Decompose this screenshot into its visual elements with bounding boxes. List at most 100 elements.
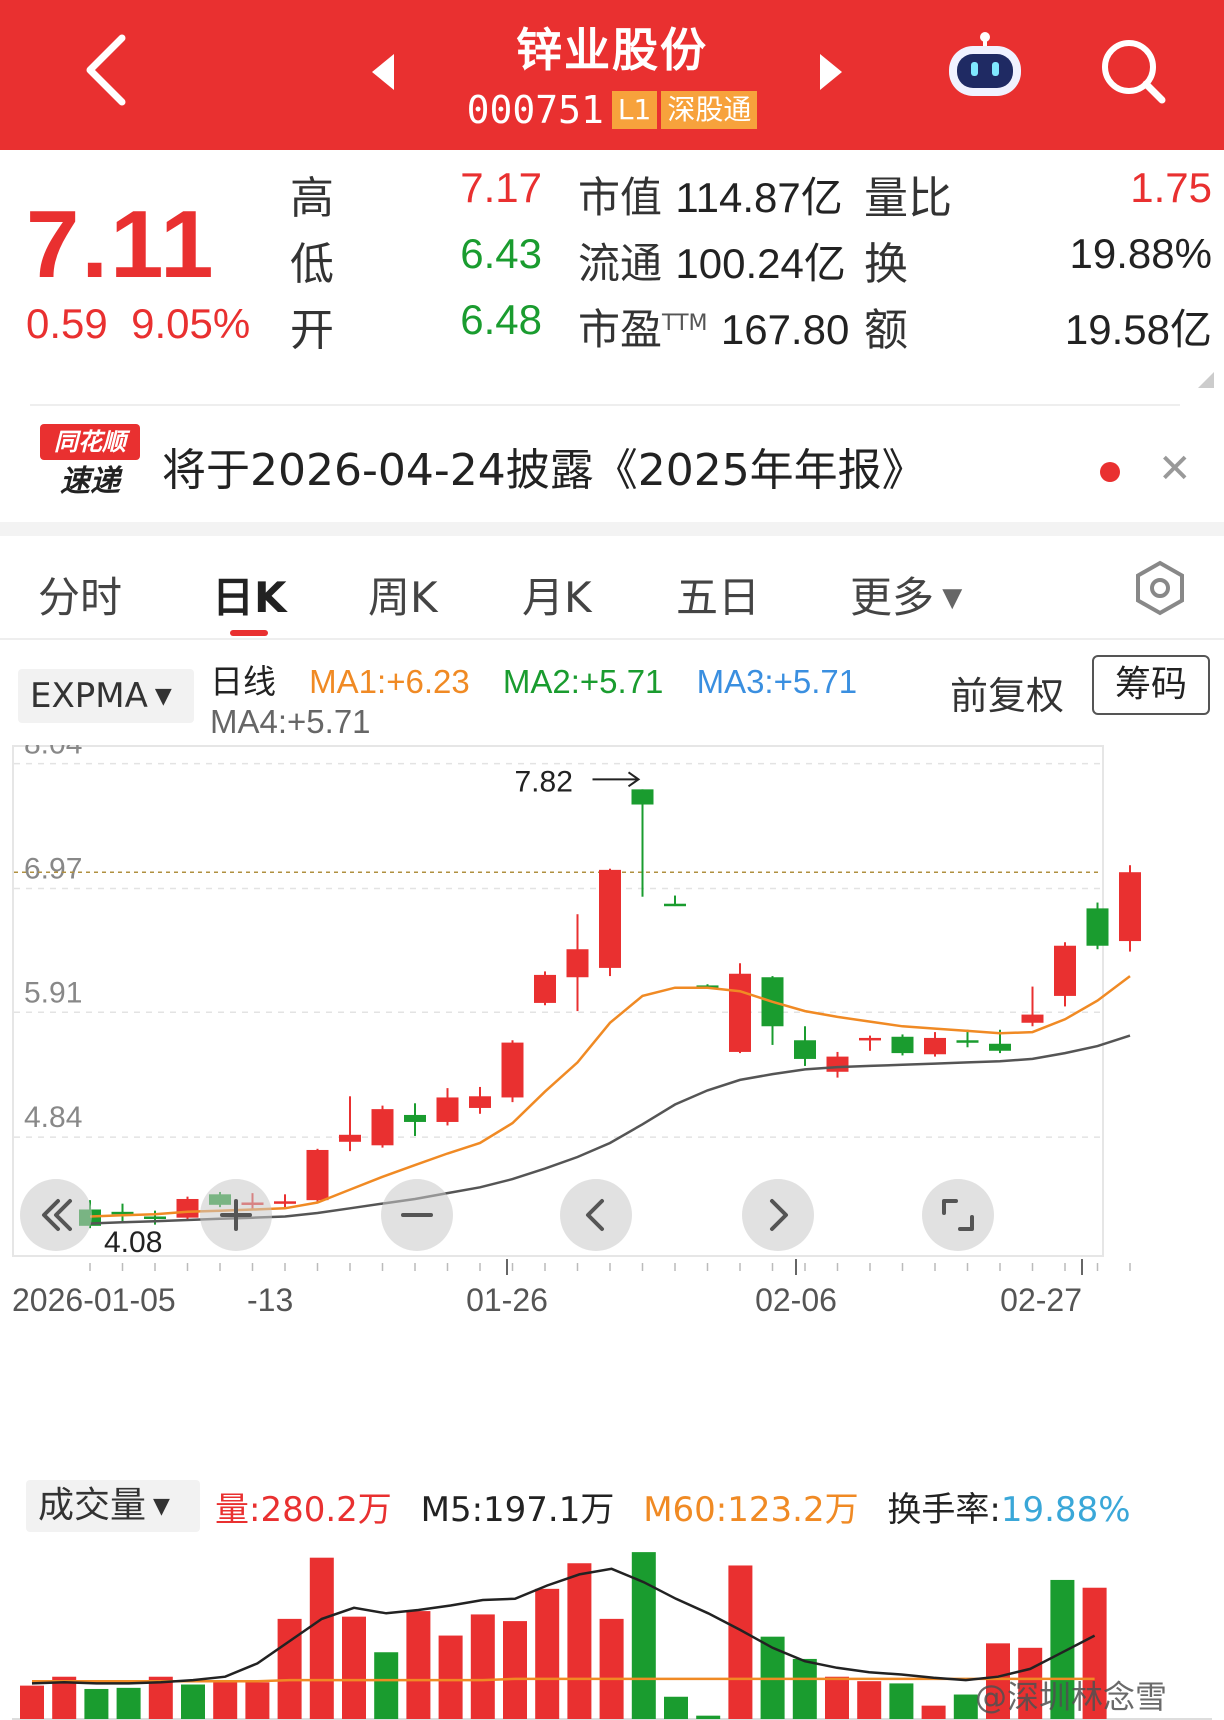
close-icon[interactable]: ✕: [1158, 446, 1192, 492]
candle-body: [534, 974, 556, 1003]
period-tabs: 分时 日K 周K 月K 五日 更多 ▼: [0, 536, 1224, 640]
candle-body: [826, 1056, 849, 1072]
m5-line: [31, 1567, 1096, 1685]
indicator-select-label: EXPMA: [30, 676, 148, 716]
volume-bar: [406, 1611, 431, 1719]
volume-chart[interactable]: [12, 1535, 1212, 1720]
candle-body: [956, 1040, 979, 1043]
high-arrow-head-icon: [627, 771, 641, 788]
ma1-value: MA1:+6.23: [309, 663, 470, 700]
ai-assistant-icon[interactable]: [945, 30, 1025, 100]
volume-bar: [116, 1687, 141, 1719]
volume-bar: [438, 1635, 463, 1719]
volume-indicator-select[interactable]: 成交量 ▼: [26, 1480, 200, 1532]
candle-body: [631, 789, 654, 805]
tab-intraday[interactable]: 分时: [38, 573, 123, 622]
volume-bar: [181, 1684, 205, 1719]
market-cap: 市值 114.87亿: [578, 164, 843, 225]
ths-express-logo: 同花顺 速递: [40, 424, 140, 514]
search-icon[interactable]: [1098, 36, 1168, 106]
x-tick-label: 02-27: [1000, 1282, 1082, 1318]
volume-bar: [20, 1685, 44, 1719]
indicator-row: EXPMA ▼ 日线 MA1:+6.23 MA2:+5.71 MA3:+5.71…: [0, 645, 1224, 745]
candle-body: [274, 1201, 296, 1204]
news-bar[interactable]: 同花顺 速递 将于2026-04-24披露《2025年年报》 ✕: [0, 410, 1224, 520]
float-cap-value: 100.24亿: [675, 240, 846, 287]
volume-bar: [470, 1614, 495, 1719]
candlestick-chart[interactable]: 8.04 6.97 5.91 4.84 7.82 4.08 2026-01-05 -13 0…: [12, 745, 1212, 1385]
chevron-left-icon: [586, 1199, 604, 1231]
expand-corner-icon[interactable]: [1198, 372, 1214, 388]
zoom-in-button[interactable]: [200, 1179, 272, 1251]
tab-monthly-k[interactable]: 月K: [522, 573, 592, 622]
float-cap: 流通 100.24亿: [578, 230, 846, 291]
zoom-out-button[interactable]: [381, 1179, 453, 1251]
chips-button[interactable]: 筹码: [1092, 655, 1210, 715]
next-stock-icon[interactable]: [818, 52, 844, 92]
volume-bar: [986, 1643, 1010, 1719]
chevron-down-icon: ▼: [147, 684, 172, 709]
candle-body: [469, 1096, 491, 1108]
pan-left-button[interactable]: [560, 1179, 632, 1251]
adjust-select[interactable]: 前复权: [950, 674, 1065, 718]
level-badge: L1: [611, 91, 658, 129]
volume-bar: [84, 1688, 109, 1719]
fullscreen-button[interactable]: [922, 1179, 994, 1251]
volume-bar: [664, 1696, 688, 1719]
indicator-select[interactable]: EXPMA ▼: [18, 669, 194, 723]
price-change: 0.59 9.05%: [26, 300, 250, 348]
back-left-button[interactable]: [20, 1179, 92, 1251]
tab-more[interactable]: 更多 ▼: [850, 564, 962, 625]
double-left-icon: [42, 1199, 60, 1231]
volume-bar: [631, 1552, 656, 1719]
volume-bar: [52, 1676, 77, 1719]
candle-body: [404, 1114, 426, 1122]
volume-legend: 量:280.2万 M5:197.1万 M60:123.2万 换手率:19.88%: [215, 1482, 1149, 1531]
fullscreen-icon: [958, 1215, 974, 1231]
back-arrow-icon[interactable]: [78, 32, 138, 112]
ma2-value: MA2:+5.71: [502, 663, 664, 700]
y-tick-label: 6.97: [24, 853, 82, 886]
logo-top-text: 同花顺: [40, 424, 140, 460]
chevron-down-icon: ▼: [934, 583, 963, 613]
tab-five-day[interactable]: 五日: [676, 573, 761, 622]
stock-code: 000751: [466, 88, 604, 132]
high-label: 高: [290, 173, 334, 224]
double-left-icon: [54, 1199, 72, 1231]
last-price: 7.11: [26, 191, 216, 298]
pe-ratio: 市盈TTM 167.80: [578, 296, 849, 357]
open-label: 开: [290, 305, 334, 356]
candle-body: [599, 869, 621, 968]
volume-bar: [503, 1621, 527, 1719]
volume-ratio-label: 量比: [864, 173, 952, 224]
candle-body: [144, 1216, 166, 1219]
watermark: @深圳林念雪: [975, 1678, 1168, 1716]
settings-hexagon-icon[interactable]: [1132, 560, 1188, 616]
tab-daily-k[interactable]: 日K: [212, 573, 287, 622]
volume-bar: [309, 1557, 334, 1719]
news-text[interactable]: 将于2026-04-24披露《2025年年报》: [162, 445, 926, 496]
candle-body: [436, 1097, 459, 1122]
open-value: 6.48: [460, 296, 542, 343]
logo-bottom-text: 速递: [60, 464, 120, 499]
prev-stock-icon[interactable]: [370, 52, 396, 92]
pan-right-button[interactable]: [742, 1179, 814, 1251]
volume-bar: [696, 1715, 721, 1719]
volume-value: 量:280.2万: [215, 1490, 392, 1530]
candle-body: [566, 949, 589, 978]
pe-ttm: TTM: [662, 311, 708, 336]
chevron-right-icon: [770, 1199, 788, 1231]
float-cap-label: 流通: [578, 239, 663, 288]
pe-label: 市盈: [578, 305, 663, 354]
low-annotation: 4.08: [104, 1226, 162, 1259]
ma-legend: 日线 MA1:+6.23 MA2:+5.71 MA3:+5.71: [210, 655, 881, 703]
x-tick-label: -13: [247, 1282, 293, 1318]
control-circle: [560, 1179, 632, 1251]
candle-body: [339, 1134, 361, 1142]
control-circle: [922, 1179, 994, 1251]
tab-weekly-k[interactable]: 周K: [368, 573, 438, 622]
ma3-value: MA3:+5.71: [696, 663, 858, 700]
app-header: 锌业股份 000751 L1 深股通: [0, 0, 1224, 150]
market-cap-label: 市值: [578, 173, 663, 222]
volume-bar: [213, 1681, 238, 1719]
